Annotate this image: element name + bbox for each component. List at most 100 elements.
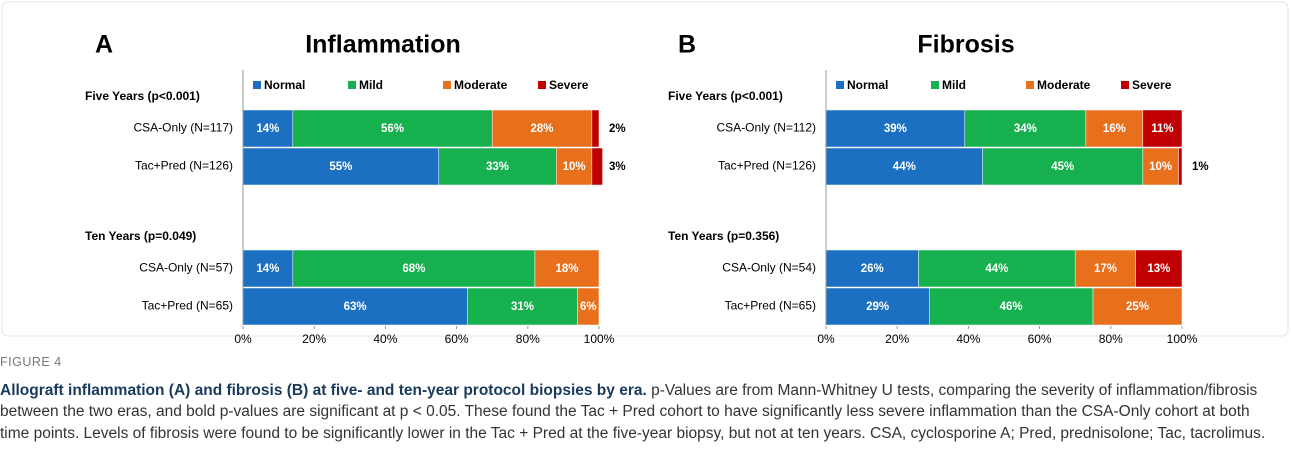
legend-label: Moderate bbox=[1037, 78, 1091, 92]
group-label: Ten Years (p=0.356) bbox=[668, 229, 779, 243]
x-tick-label: 100% bbox=[584, 332, 615, 345]
group-label: Five Years (p<0.001) bbox=[668, 89, 783, 103]
value-label: 1% bbox=[1192, 161, 1209, 173]
caption-title: Allograft inflammation (A) and fibrosis … bbox=[0, 381, 647, 399]
legend-swatch bbox=[538, 81, 546, 89]
value-label: 10% bbox=[1149, 161, 1172, 173]
value-label: 45% bbox=[1051, 161, 1074, 173]
value-label: 31% bbox=[511, 301, 534, 313]
caption-label: FIGURE 4 bbox=[0, 355, 62, 369]
bar-segment bbox=[556, 147, 593, 186]
x-tick-label: 20% bbox=[885, 332, 909, 345]
x-tick-label: 40% bbox=[373, 332, 397, 345]
legend-label: Severe bbox=[549, 78, 589, 92]
value-label: 25% bbox=[1126, 301, 1149, 313]
bar-segment bbox=[928, 287, 1094, 326]
value-label: 6% bbox=[580, 301, 597, 313]
panel-letter: A bbox=[95, 31, 113, 59]
group-label: Five Years (p<0.001) bbox=[85, 89, 200, 103]
bar-segment bbox=[292, 249, 536, 288]
group-label: Ten Years (p=0.049) bbox=[85, 229, 196, 243]
value-label: 68% bbox=[402, 263, 425, 275]
legend-swatch bbox=[443, 81, 451, 89]
bar-segment bbox=[825, 109, 966, 148]
bar-segment bbox=[1135, 249, 1183, 288]
value-label: 34% bbox=[1014, 123, 1037, 135]
category-label: Tac+Pred (N=65) bbox=[142, 299, 233, 313]
bar-segment bbox=[577, 287, 600, 326]
legend-label: Normal bbox=[264, 78, 305, 92]
x-tick-label: 60% bbox=[445, 332, 469, 345]
category-label: CSA-Only (N=112) bbox=[717, 121, 816, 135]
bar-segment bbox=[1142, 109, 1183, 148]
bar-segment bbox=[1142, 147, 1179, 186]
value-label: 14% bbox=[256, 123, 279, 135]
bar-segment bbox=[242, 287, 468, 326]
value-label: 3% bbox=[609, 161, 626, 173]
bar-segment bbox=[1085, 109, 1144, 148]
chart-title: Inflammation bbox=[305, 31, 461, 59]
value-label: 29% bbox=[866, 301, 889, 313]
legend-swatch bbox=[1026, 81, 1034, 89]
category-label: CSA-Only (N=57) bbox=[139, 261, 233, 275]
category-label: CSA-Only (N=54) bbox=[722, 261, 816, 275]
x-tick-label: 100% bbox=[1167, 332, 1198, 345]
bar-segment bbox=[825, 147, 983, 186]
x-tick-label: 0% bbox=[817, 332, 835, 345]
legend-label: Moderate bbox=[454, 78, 508, 92]
value-label: 14% bbox=[256, 263, 279, 275]
legend-label: Mild bbox=[359, 78, 383, 92]
bar-segment bbox=[918, 249, 1076, 288]
category-label: Tac+Pred (N=65) bbox=[725, 299, 816, 313]
bar-segment bbox=[1178, 147, 1183, 186]
value-label: 13% bbox=[1147, 263, 1170, 275]
bar-segment bbox=[491, 109, 593, 148]
value-label: 2% bbox=[609, 123, 626, 135]
x-tick-label: 0% bbox=[234, 332, 252, 345]
value-label: 63% bbox=[344, 301, 367, 313]
figure: A Inflammation Normal Mild Moderate Severe Fiv… bbox=[1, 1, 1289, 345]
value-label: 28% bbox=[531, 123, 554, 135]
bar-segment bbox=[982, 147, 1144, 186]
value-label: 10% bbox=[563, 161, 586, 173]
bar-segment bbox=[242, 249, 294, 288]
value-label: 11% bbox=[1151, 123, 1173, 135]
bar-segment bbox=[467, 287, 578, 326]
bar-segment bbox=[1092, 287, 1183, 326]
bar-segment bbox=[534, 249, 600, 288]
category-label: Tac+Pred (N=126) bbox=[718, 159, 816, 173]
x-tick-label: 40% bbox=[956, 332, 980, 345]
bar-segment bbox=[825, 249, 919, 288]
value-label: 44% bbox=[893, 161, 916, 173]
category-label: CSA-Only (N=117) bbox=[134, 121, 233, 135]
value-label: 56% bbox=[381, 123, 404, 135]
bar-segment bbox=[964, 109, 1087, 148]
value-label: 33% bbox=[486, 161, 509, 173]
legend-swatch bbox=[253, 81, 261, 89]
bar-segment bbox=[242, 147, 440, 186]
value-label: 44% bbox=[985, 263, 1008, 275]
value-label: 55% bbox=[329, 161, 352, 173]
bar-segment bbox=[591, 109, 600, 148]
caption: FIGURE 4 Allograft inflammation (A) and … bbox=[0, 352, 1280, 444]
value-label: 17% bbox=[1094, 263, 1117, 275]
panel-letter: B bbox=[678, 31, 696, 59]
legend-swatch bbox=[348, 81, 356, 89]
value-label: 39% bbox=[884, 123, 907, 135]
category-label: Tac+Pred (N=126) bbox=[135, 159, 233, 173]
x-tick-label: 60% bbox=[1028, 332, 1052, 345]
legend-swatch bbox=[1121, 81, 1129, 89]
x-tick-label: 80% bbox=[1099, 332, 1123, 345]
value-label: 16% bbox=[1103, 123, 1126, 135]
bar-segment bbox=[438, 147, 557, 186]
chart-title: Fibrosis bbox=[917, 31, 1014, 59]
legend-swatch bbox=[836, 81, 844, 89]
x-tick-label: 20% bbox=[302, 332, 326, 345]
legend-label: Normal bbox=[847, 78, 888, 92]
legend-label: Mild bbox=[942, 78, 966, 92]
value-label: 26% bbox=[861, 263, 884, 275]
value-label: 18% bbox=[555, 263, 578, 275]
x-tick-label: 80% bbox=[516, 332, 540, 345]
bar-segment bbox=[591, 147, 603, 186]
